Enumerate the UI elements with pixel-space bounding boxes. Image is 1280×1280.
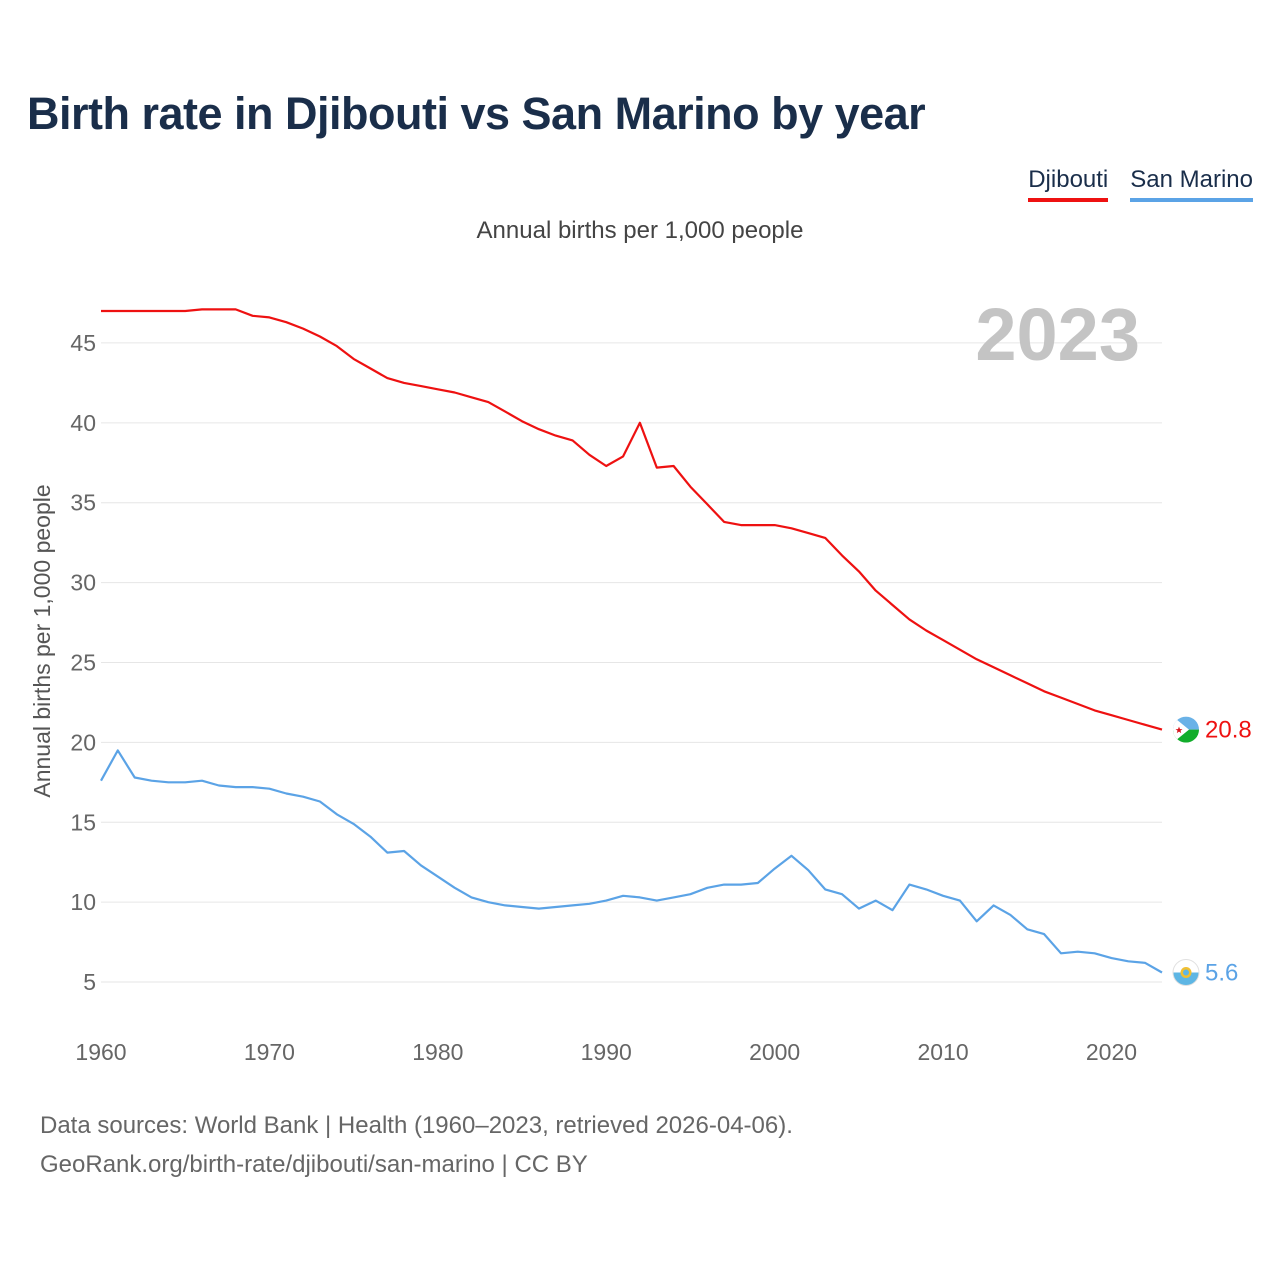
legend-item-san-marino[interactable]: San Marino <box>1130 166 1253 202</box>
x-tick-label: 1960 <box>75 1039 126 1065</box>
x-tick-label: 1990 <box>581 1039 632 1065</box>
y-tick-label: 5 <box>83 969 96 995</box>
y-tick-label: 40 <box>70 410 96 436</box>
y-tick-label: 35 <box>70 490 96 516</box>
chart-subtitle: Annual births per 1,000 people <box>476 217 804 244</box>
x-tick-label: 2000 <box>749 1039 800 1065</box>
x-axis-ticks: 1960 1970 1980 1990 2000 2010 2020 <box>75 1039 1137 1065</box>
san-marino-flag-icon <box>1172 959 1200 986</box>
year-watermark: 2023 <box>975 293 1140 376</box>
x-tick-label: 2010 <box>917 1039 968 1065</box>
x-tick-label: 1980 <box>412 1039 463 1065</box>
footer: Data sources: World Bank | Health (1960–… <box>40 1106 793 1184</box>
y-tick-label: 15 <box>70 809 96 835</box>
y-axis-ticks: 5 10 15 20 25 30 35 40 45 <box>70 330 96 995</box>
series-line-djibouti[interactable] <box>101 308 1163 731</box>
line-chart: 2023 5 10 15 20 25 30 35 40 45 1960 1970 1980 1990 2… <box>29 293 1252 1065</box>
footer-sources: Data sources: World Bank | Health (1960–… <box>40 1112 793 1139</box>
chart-title: Birth rate in Djibouti vs San Marino by … <box>27 88 926 139</box>
y-tick-label: 10 <box>70 889 96 915</box>
y-tick-label: 20 <box>70 729 96 755</box>
djibouti-flag-icon <box>1173 716 1199 743</box>
y-tick-label: 45 <box>70 330 96 356</box>
legend-item-djibouti[interactable]: Djibouti <box>1028 166 1109 202</box>
series-end-markers: 20.8 5.6 <box>1172 716 1252 987</box>
footer-attribution[interactable]: GeoRank.org/birth-rate/djibouti/san-mari… <box>40 1151 588 1178</box>
series-lines <box>100 308 1163 974</box>
x-tick-label: 2020 <box>1086 1039 1137 1065</box>
x-tick-label: 1970 <box>244 1039 295 1065</box>
legend: Djibouti San Marino <box>1028 166 1253 202</box>
y-tick-label: 25 <box>70 649 96 675</box>
y-tick-label: 30 <box>70 570 96 596</box>
series-line-san-marino[interactable] <box>100 749 1163 974</box>
end-value-label-djibouti: 20.8 <box>1205 717 1252 744</box>
end-value-label-san-marino: 5.6 <box>1205 960 1238 987</box>
y-axis-label: Annual births per 1,000 people <box>29 484 55 797</box>
